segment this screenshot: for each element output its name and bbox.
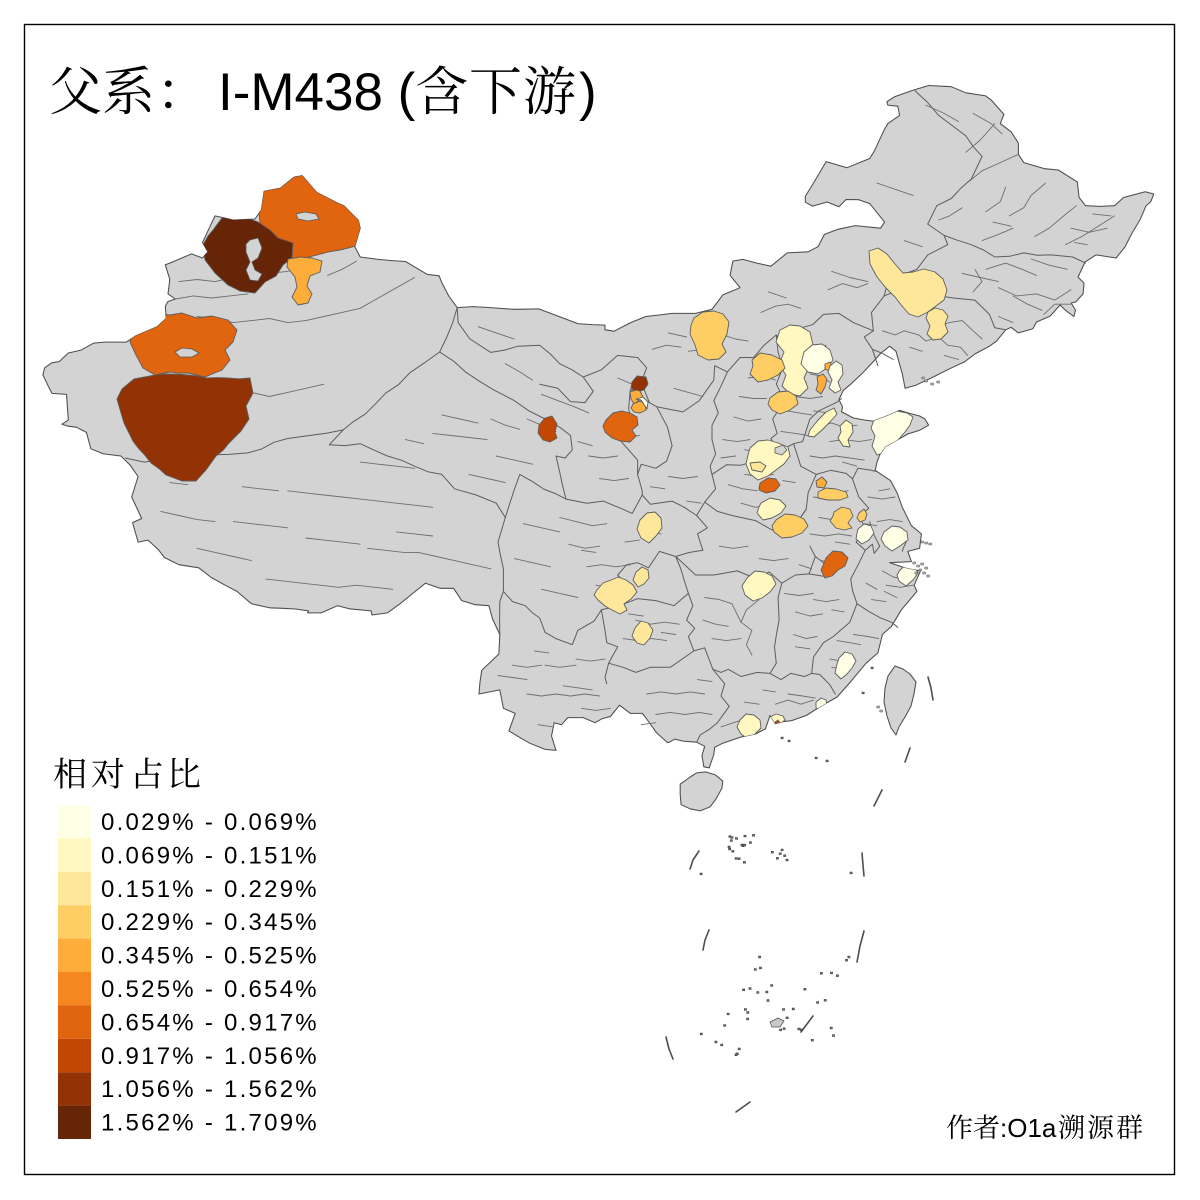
svg-text:0.654% - 0.917%: 0.654% - 0.917%	[101, 1009, 319, 1036]
svg-text:0.151% - 0.229%: 0.151% - 0.229%	[101, 876, 319, 903]
svg-text:0.069% - 0.151%: 0.069% - 0.151%	[101, 842, 319, 869]
svg-text:0.029% - 0.069%: 0.029% - 0.069%	[101, 809, 319, 836]
svg-text:0.229% - 0.345%: 0.229% - 0.345%	[101, 909, 319, 936]
svg-text:0.345% - 0.525%: 0.345% - 0.525%	[101, 943, 319, 970]
svg-text:1.056% - 1.562%: 1.056% - 1.562%	[101, 1076, 319, 1103]
svg-text::O1a: :O1a	[1000, 1113, 1057, 1143]
svg-text:0.917% - 1.056%: 0.917% - 1.056%	[101, 1043, 319, 1070]
svg-text:1.562% - 1.709%: 1.562% - 1.709%	[101, 1110, 319, 1137]
svg-text:): )	[579, 63, 597, 122]
svg-text:I-M438 (: I-M438 (	[218, 63, 416, 122]
svg-text:0.525% - 0.654%: 0.525% - 0.654%	[101, 976, 319, 1003]
